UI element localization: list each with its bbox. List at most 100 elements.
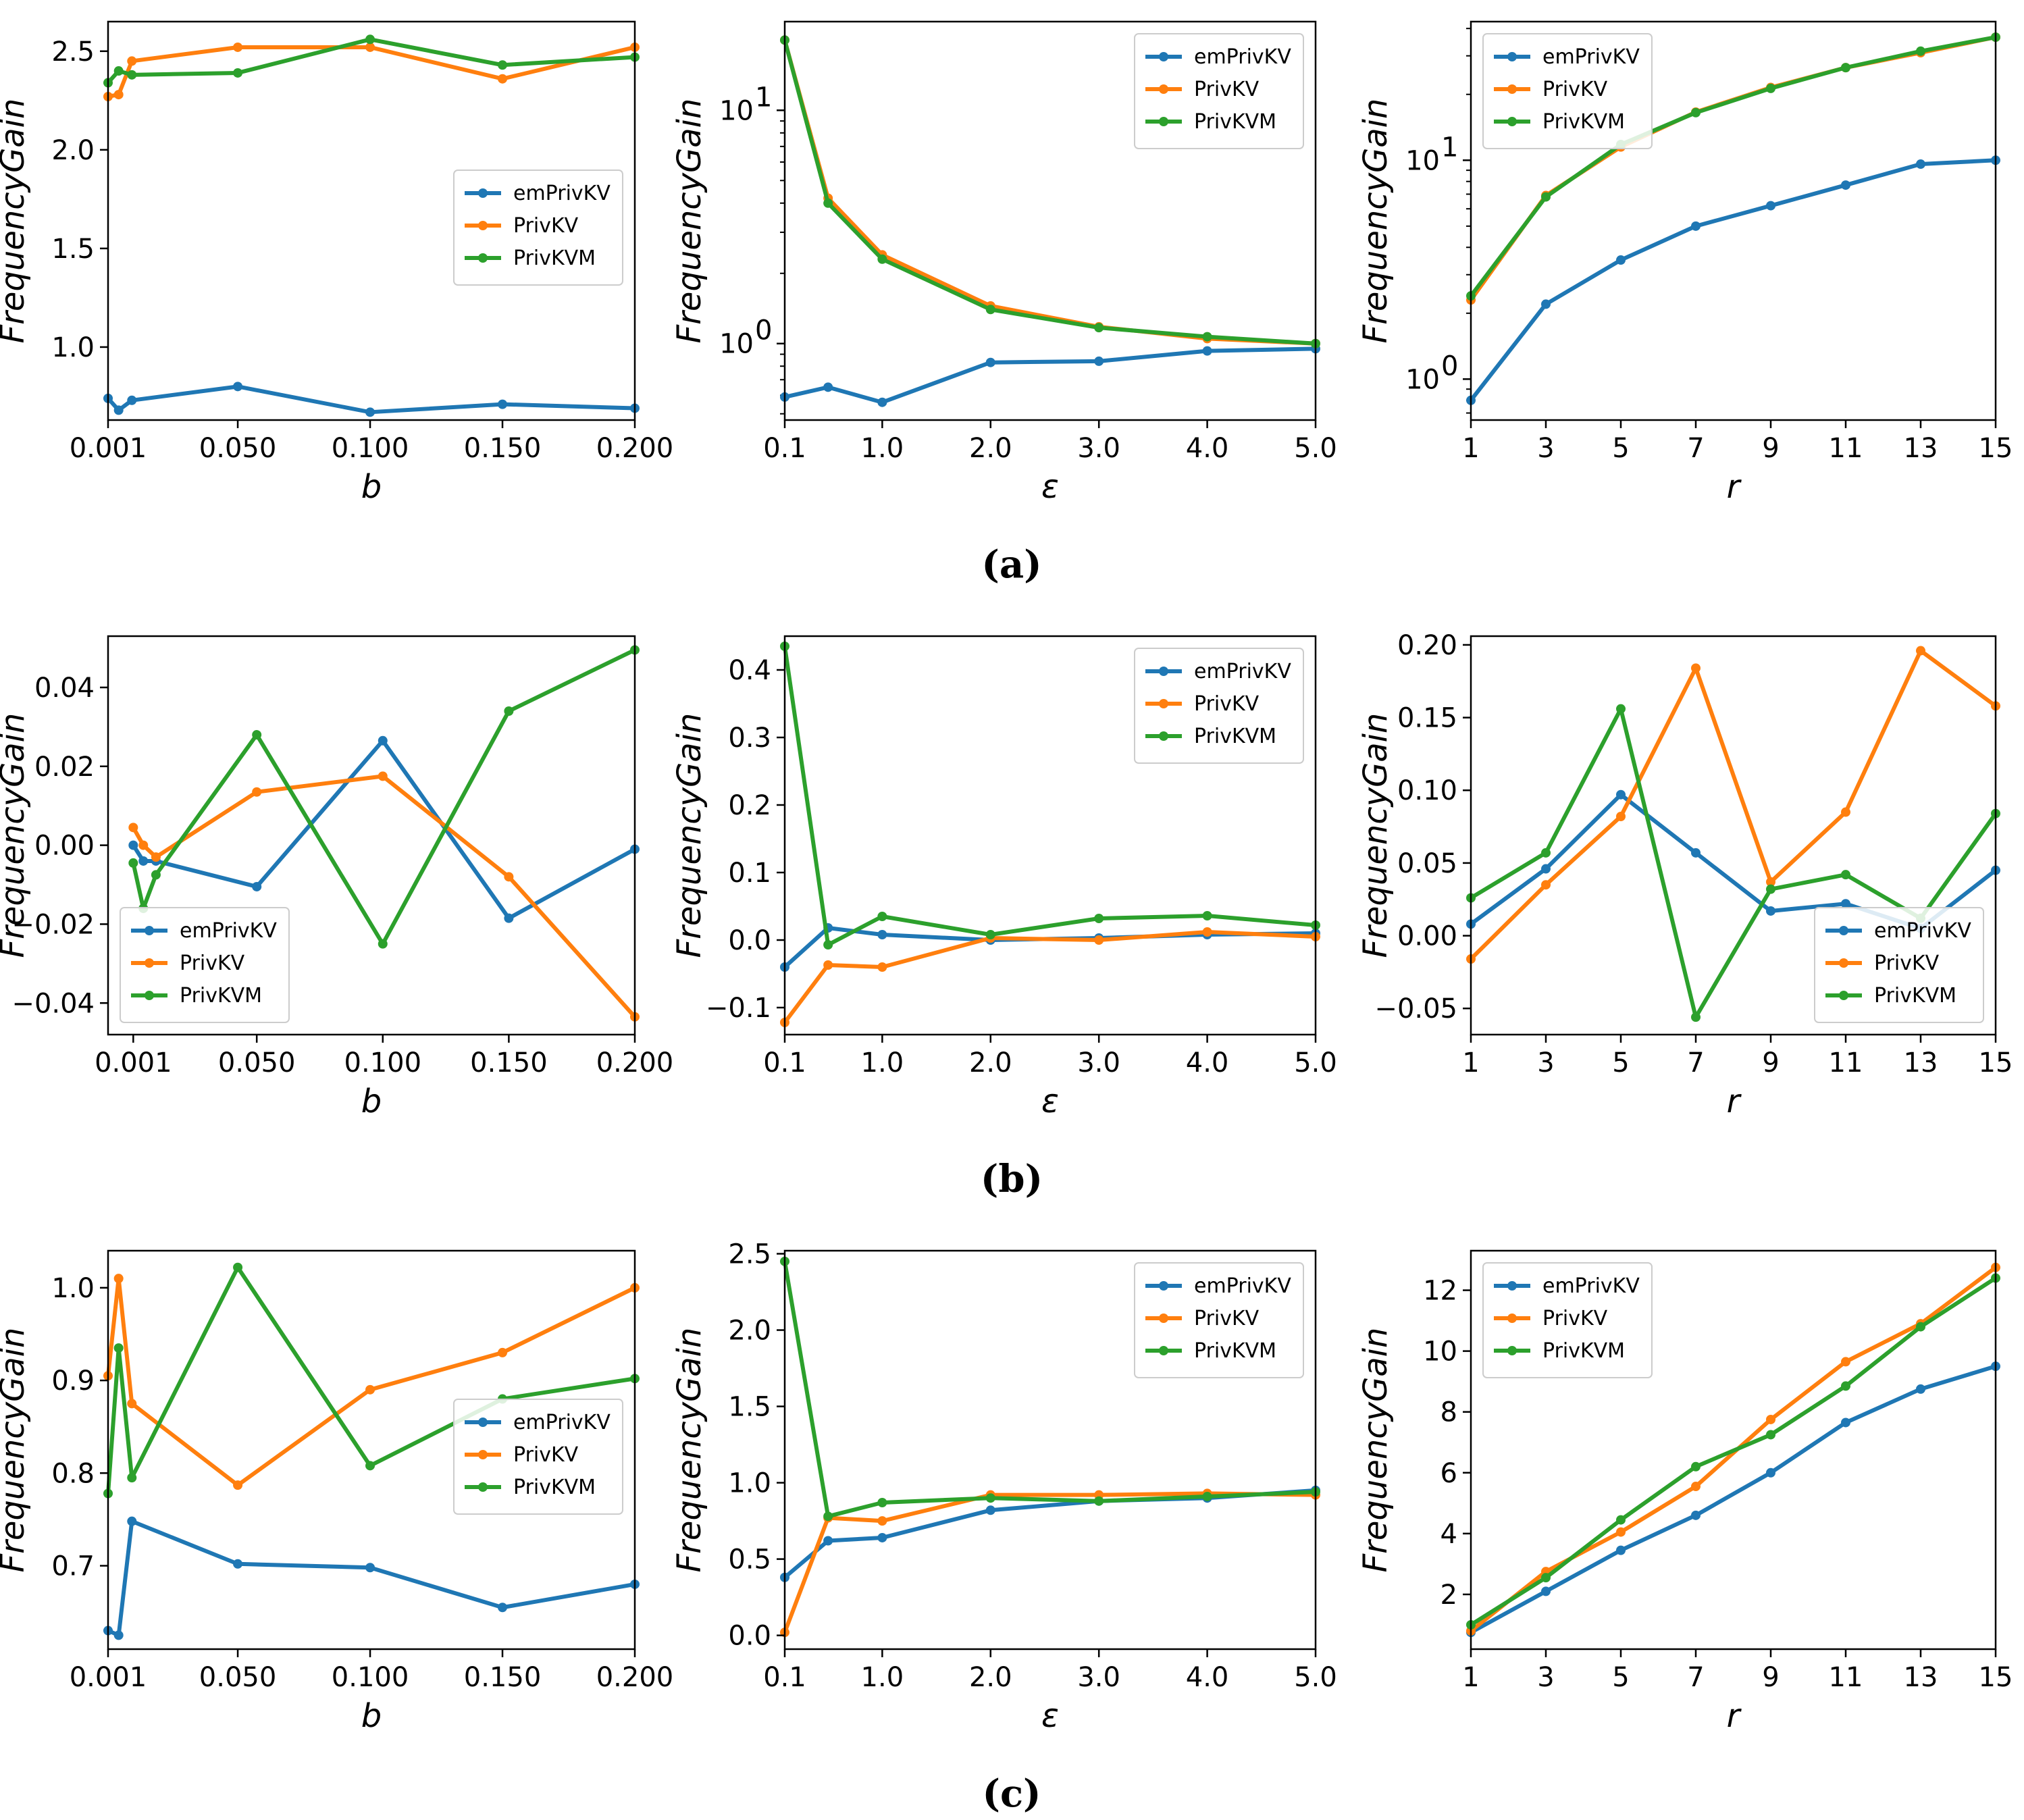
x-tick-label: 1 bbox=[1462, 1047, 1479, 1078]
data-point-PrivKVM bbox=[1916, 46, 1925, 56]
data-point-PrivKVM bbox=[127, 70, 137, 80]
plot-frame bbox=[107, 1249, 636, 1650]
y-tick-exponent: 0 bbox=[755, 315, 772, 346]
data-point-emPrivKV bbox=[1766, 1467, 1775, 1478]
data-point-PrivKVM bbox=[877, 912, 887, 921]
legend-label-PrivKV: PrivKV bbox=[1874, 952, 1940, 975]
data-point-PrivKVM bbox=[1541, 192, 1551, 202]
legend-marker-emPrivKV bbox=[1159, 1281, 1168, 1291]
chart-4: 0.001 0.050 0.100 0.150 0.200 −0.04 −0.02 0.00 0… bbox=[0, 635, 673, 1120]
legend-label-PrivKVM: PrivKVM bbox=[1194, 725, 1276, 748]
y-tick-label: 0.1 bbox=[728, 858, 771, 889]
data-point-PrivKV bbox=[127, 56, 137, 66]
legend-label-emPrivKV: emPrivKV bbox=[1542, 1274, 1640, 1298]
x-tick-label: 11 bbox=[1829, 433, 1863, 464]
data-point-PrivKVM bbox=[1616, 1515, 1626, 1525]
x-tick-label: 4.0 bbox=[1186, 1662, 1229, 1693]
plot-frame bbox=[1470, 1249, 1997, 1650]
data-point-PrivKV bbox=[1691, 1482, 1701, 1492]
x-tick-label: 1.0 bbox=[861, 433, 904, 464]
x-tick-label: 0.150 bbox=[464, 433, 542, 464]
y-tick-label: 2.5 bbox=[51, 36, 95, 68]
data-point-emPrivKV bbox=[365, 1563, 375, 1573]
legend-label-PrivKVM: PrivKVM bbox=[180, 984, 262, 1008]
data-point-PrivKVM bbox=[1766, 83, 1775, 93]
legend: emPrivKV PrivKV PrivKVM bbox=[120, 907, 290, 1023]
y-tick-exponent: 1 bbox=[755, 82, 772, 113]
plot-frame bbox=[1470, 635, 1997, 1036]
legend: emPrivKV PrivKV PrivKVM bbox=[1814, 907, 1984, 1023]
x-axis-label: r bbox=[1727, 1697, 1742, 1735]
x-tick-label: 2.0 bbox=[969, 433, 1012, 464]
data-point-PrivKV bbox=[1766, 877, 1775, 887]
y-tick-label: 0.7 bbox=[51, 1551, 95, 1582]
x-tick-label: 0.050 bbox=[199, 1662, 277, 1693]
x-tick-label: 3.0 bbox=[1077, 1047, 1120, 1078]
y-tick-label: 1.0 bbox=[51, 1273, 95, 1304]
y-tick-label: −0.05 bbox=[1374, 993, 1457, 1024]
y-axis-label: FrequencyGain bbox=[1357, 713, 1395, 958]
data-point-PrivKVM bbox=[113, 66, 124, 76]
series-line-emPrivKV bbox=[131, 738, 637, 920]
data-point-PrivKVM bbox=[151, 870, 161, 880]
series-line-PrivKV bbox=[783, 1491, 1318, 1635]
legend-marker-PrivKV bbox=[478, 1450, 488, 1459]
x-tick-label: 3 bbox=[1537, 1662, 1554, 1693]
data-point-PrivKVM bbox=[985, 1493, 995, 1503]
x-axis-label: b bbox=[361, 1697, 382, 1735]
data-point-emPrivKV bbox=[113, 405, 124, 415]
data-point-emPrivKV bbox=[877, 1532, 887, 1542]
data-point-emPrivKV bbox=[128, 840, 138, 850]
y-tick-label: 10 bbox=[1405, 145, 1440, 176]
data-point-PrivKVM bbox=[985, 930, 995, 939]
legend-label-PrivKV: PrivKV bbox=[513, 1443, 579, 1467]
y-tick-label: 0.9 bbox=[51, 1366, 95, 1397]
y-tick-label: 12 bbox=[1423, 1276, 1457, 1307]
x-tick-label: 1 bbox=[1462, 433, 1479, 464]
chart-7: 0.001 0.050 0.100 0.150 0.200 0.7 0.8 0.9 1.0 b Fr… bbox=[0, 1249, 673, 1735]
series-line-emPrivKV bbox=[106, 1519, 637, 1638]
data-point-PrivKVM bbox=[498, 60, 508, 70]
data-point-emPrivKV bbox=[378, 735, 388, 746]
data-point-PrivKVM bbox=[1841, 63, 1850, 73]
x-tick-label: 0.001 bbox=[70, 1662, 147, 1693]
data-point-PrivKV bbox=[498, 1347, 508, 1357]
data-point-emPrivKV bbox=[1841, 899, 1850, 909]
data-point-PrivKVM bbox=[1202, 911, 1212, 920]
y-tick-label: 1.5 bbox=[51, 234, 95, 265]
y-tick-label: 4 bbox=[1441, 1519, 1457, 1550]
data-point-PrivKV bbox=[823, 960, 833, 970]
legend-marker-PrivKV bbox=[1159, 699, 1168, 708]
data-point-PrivKV bbox=[233, 42, 243, 52]
x-tick-label: 4.0 bbox=[1186, 433, 1229, 464]
data-point-emPrivKV bbox=[1541, 864, 1551, 874]
x-axis-label: b bbox=[361, 1083, 382, 1120]
legend-label-PrivKV: PrivKV bbox=[1542, 1307, 1608, 1330]
legend-label-emPrivKV: emPrivKV bbox=[1194, 660, 1291, 683]
x-tick-label: 3.0 bbox=[1077, 433, 1120, 464]
x-tick-label: 0.200 bbox=[596, 433, 674, 464]
legend: emPrivKV PrivKV PrivKVM bbox=[1134, 1262, 1304, 1378]
x-tick-label: 2.0 bbox=[969, 1047, 1012, 1078]
x-tick-label: 1 bbox=[1462, 1662, 1479, 1693]
legend-marker-PrivKV bbox=[1507, 84, 1517, 94]
data-point-PrivKV bbox=[1841, 807, 1850, 817]
x-tick-label: 9 bbox=[1762, 433, 1779, 464]
y-tick-exponent: 0 bbox=[1441, 350, 1458, 382]
legend-marker-PrivKVM bbox=[1159, 117, 1168, 126]
x-tick-label: 0.1 bbox=[763, 1047, 806, 1078]
data-point-PrivKVM bbox=[378, 939, 388, 949]
legend-label-PrivKVM: PrivKVM bbox=[1194, 110, 1276, 134]
x-tick-label: 5.0 bbox=[1294, 433, 1337, 464]
x-tick-label: 15 bbox=[1979, 433, 2013, 464]
legend-marker-emPrivKV bbox=[1159, 667, 1168, 676]
data-point-emPrivKV bbox=[985, 1505, 995, 1515]
y-tick-label: 0.05 bbox=[1397, 848, 1457, 879]
x-tick-label: 0.100 bbox=[344, 1047, 422, 1078]
data-point-emPrivKV bbox=[877, 930, 887, 939]
legend-marker-PrivKVM bbox=[1159, 1346, 1168, 1355]
data-point-PrivKV bbox=[252, 787, 262, 797]
legend-marker-PrivKV bbox=[478, 221, 488, 230]
x-tick-label: 1.0 bbox=[861, 1662, 904, 1693]
